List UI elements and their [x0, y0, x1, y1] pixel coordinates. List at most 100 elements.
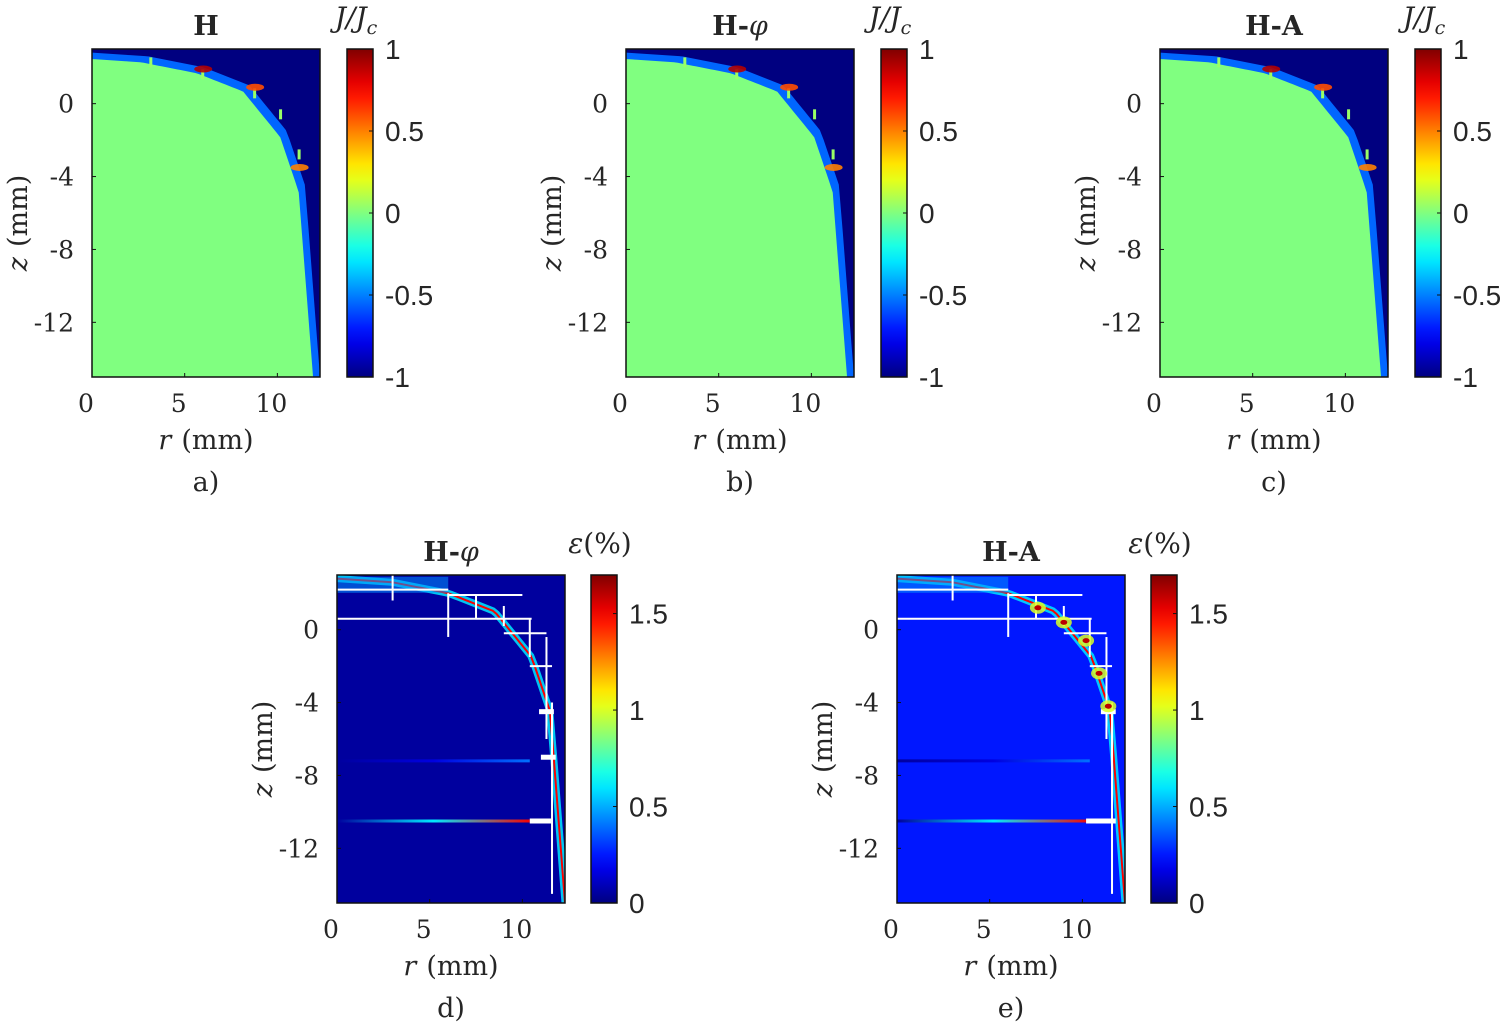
error-line: [897, 759, 1090, 763]
x-tick-label: 5: [705, 389, 721, 418]
title-symbol: φ: [460, 537, 479, 568]
y-tick-label: -8: [295, 761, 319, 790]
y-tick-label: 0: [592, 90, 608, 119]
x-tick-label: 10: [500, 915, 532, 944]
colorbar-tick-label: 0: [629, 888, 645, 919]
colorbar-label: J/Jc: [1398, 1, 1446, 39]
colorbar: [1415, 49, 1441, 377]
superconductor-interior: [1160, 59, 1382, 377]
colorbar-tick-label: -1: [919, 362, 944, 393]
error-blob-core: [1034, 605, 1042, 611]
block-step: [1217, 57, 1221, 68]
chart-panel-2: H-φ 0 5 10 0 -4 -8 -12 r (mm) z (mm) b) 1 0.5 0 -0.5 -1 J/…: [537, 1, 967, 498]
y-tick-label: 0: [1126, 90, 1142, 119]
y-axis-variable: z: [1071, 256, 1102, 272]
x-tick-label: 5: [976, 915, 992, 944]
y-axis-variable: z: [537, 256, 568, 272]
colorbar-tick-label: 1: [385, 34, 401, 65]
y-axis-unit: (mm): [1071, 175, 1102, 247]
plot-title: H-A: [1245, 11, 1304, 42]
plot-frame: [91, 48, 321, 378]
y-tick-label: -4: [295, 689, 319, 718]
hot-spot: [1314, 83, 1333, 91]
colorbar-tick-label: 0.5: [1453, 116, 1492, 147]
x-axis-label: r (mm): [403, 951, 498, 982]
heatmap-area: [626, 49, 854, 377]
hot-spot: [728, 65, 747, 73]
x-axis-unit: (mm): [1249, 425, 1321, 456]
colorbar-label-part: J/J: [330, 1, 369, 34]
block-boundaries: [337, 575, 554, 894]
colorbar-tick-label: -0.5: [919, 280, 967, 311]
gap-marker: [540, 754, 556, 760]
x-axis-label: r (mm): [963, 951, 1058, 982]
superconductor-interior: [92, 59, 314, 377]
block-step: [201, 69, 205, 80]
heatmap-area: [92, 49, 320, 377]
y-axis-label: z (mm): [1071, 175, 1102, 273]
hot-spot: [290, 163, 309, 171]
y-tick-label: -4: [1118, 163, 1142, 192]
hot-spot: [1262, 65, 1281, 73]
y-axis-unit: (mm): [3, 175, 34, 247]
x-axis-variable: r: [403, 951, 418, 982]
block-step: [253, 88, 257, 99]
colorbar-tick-label: 1: [919, 34, 935, 65]
error-line: [897, 819, 1090, 823]
superconductor-interior: [626, 59, 848, 377]
plot-title: H: [193, 11, 219, 42]
colorbar-label-subscript: c: [901, 17, 912, 39]
block-step: [1269, 69, 1273, 80]
x-tick-label: 0: [323, 915, 339, 944]
y-axis-label: z (mm): [3, 175, 34, 273]
chart-panel-5: H-A 0 5 10 0 -4 -8 -12 r (mm) z (mm) e) 1.5 1 0.5 0 ε(%): [808, 527, 1228, 1024]
x-tick-label: 5: [171, 389, 187, 418]
block-step: [831, 149, 835, 160]
colorbar-tick-label: 0: [1189, 888, 1205, 919]
x-axis-unit: (mm): [426, 951, 498, 982]
block-boundaries: [897, 575, 1114, 894]
y-axis-variable: z: [808, 782, 839, 798]
chart-panel-4: H-φ 0 5 10 0 -4 -8 -12 r (mm) z (mm) d) 1.5 1 0.5 0 ε(%): [248, 527, 668, 1024]
x-tick-label: 10: [255, 389, 287, 418]
y-axis-label: z (mm): [248, 701, 279, 799]
colorbar-tick-label: 0: [1453, 198, 1469, 229]
y-tick-label: -12: [1102, 308, 1142, 337]
error-line: [337, 819, 530, 823]
x-tick-label: 5: [416, 915, 432, 944]
hot-spot: [780, 83, 799, 91]
error-blob-core: [1060, 619, 1068, 625]
panel-caption: c): [1261, 467, 1287, 498]
block-step: [813, 109, 817, 120]
x-axis-variable: r: [1226, 425, 1241, 456]
error-line: [337, 759, 530, 763]
error-blob-core: [1104, 703, 1112, 709]
x-tick-label: 10: [1323, 389, 1355, 418]
y-tick-label: -4: [584, 163, 608, 192]
block-step: [1321, 88, 1325, 99]
colorbar-tick-label: 1: [1189, 695, 1205, 726]
colorbar: [591, 575, 617, 903]
colorbar-label-part: J/J: [1398, 1, 1437, 34]
colorbar-label-part: J/J: [864, 1, 903, 34]
x-axis-unit: (mm): [181, 425, 253, 456]
hot-spot: [824, 163, 843, 171]
x-axis-variable: r: [692, 425, 707, 456]
y-tick-label: -12: [279, 834, 319, 863]
x-tick-label: 0: [883, 915, 899, 944]
y-axis-variable: z: [3, 256, 34, 272]
title-text: H-: [712, 11, 749, 42]
colorbar-tick-label: 1.5: [629, 599, 668, 630]
y-tick-label: -12: [568, 308, 608, 337]
hot-spot: [246, 83, 265, 91]
panel-caption: e): [998, 993, 1025, 1024]
plot-title: H-A: [982, 537, 1041, 568]
x-tick-label: 10: [789, 389, 821, 418]
colorbar-label-part: ε: [1128, 527, 1143, 560]
x-axis-unit: (mm): [715, 425, 787, 456]
gap-marker: [1086, 818, 1116, 824]
hot-spot: [1358, 163, 1377, 171]
y-tick-label: -4: [855, 689, 879, 718]
colorbar-tick-label: -1: [385, 362, 410, 393]
